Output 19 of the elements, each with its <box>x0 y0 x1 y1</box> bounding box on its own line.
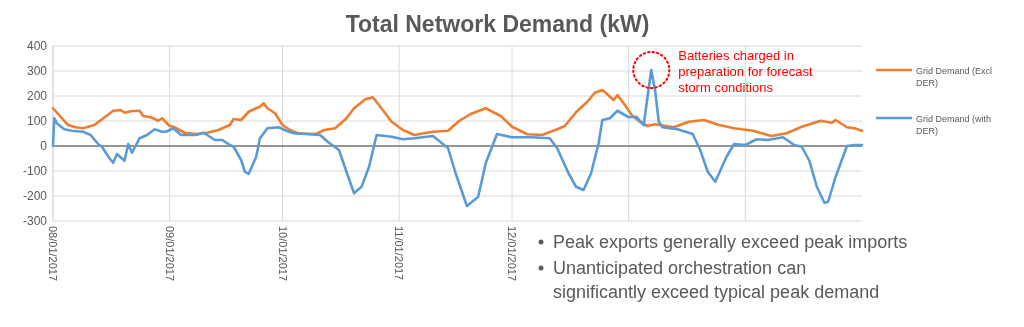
chart-title: Total Network Demand (kW) <box>345 11 650 37</box>
y-tick-label: 200 <box>26 89 48 104</box>
x-tick-label: 12/01/2017 <box>506 226 519 282</box>
y-tick-label: 300 <box>26 64 48 79</box>
annotation: Batteries charged in preparation for forecast storm conditions <box>678 48 814 95</box>
legend-label: Grid Demand (with DER) <box>916 114 992 136</box>
y-tick-label: 400 <box>26 39 48 54</box>
x-tick-label: 08/01/2017 <box>47 226 60 282</box>
x-tick-label: 11/01/2017 <box>393 226 406 281</box>
legend-label: Grid Demand (Excl DER) <box>916 66 993 88</box>
y-tick-label: -200 <box>22 189 48 204</box>
text: Unanticipated orchestration can significantly exceed typical peak demand <box>553 258 880 302</box>
x-tick-label: 10/01/2017 <box>276 226 289 282</box>
y-tick-label: -300 <box>22 214 48 229</box>
x-tick-label: 09/01/2017 <box>163 226 176 282</box>
y-tick-label: 0 <box>40 139 48 154</box>
y-tick-label: 100 <box>26 114 48 129</box>
y-tick-label: -100 <box>22 164 48 179</box>
text: Peak exports generally exceed peak imports <box>553 232 908 252</box>
